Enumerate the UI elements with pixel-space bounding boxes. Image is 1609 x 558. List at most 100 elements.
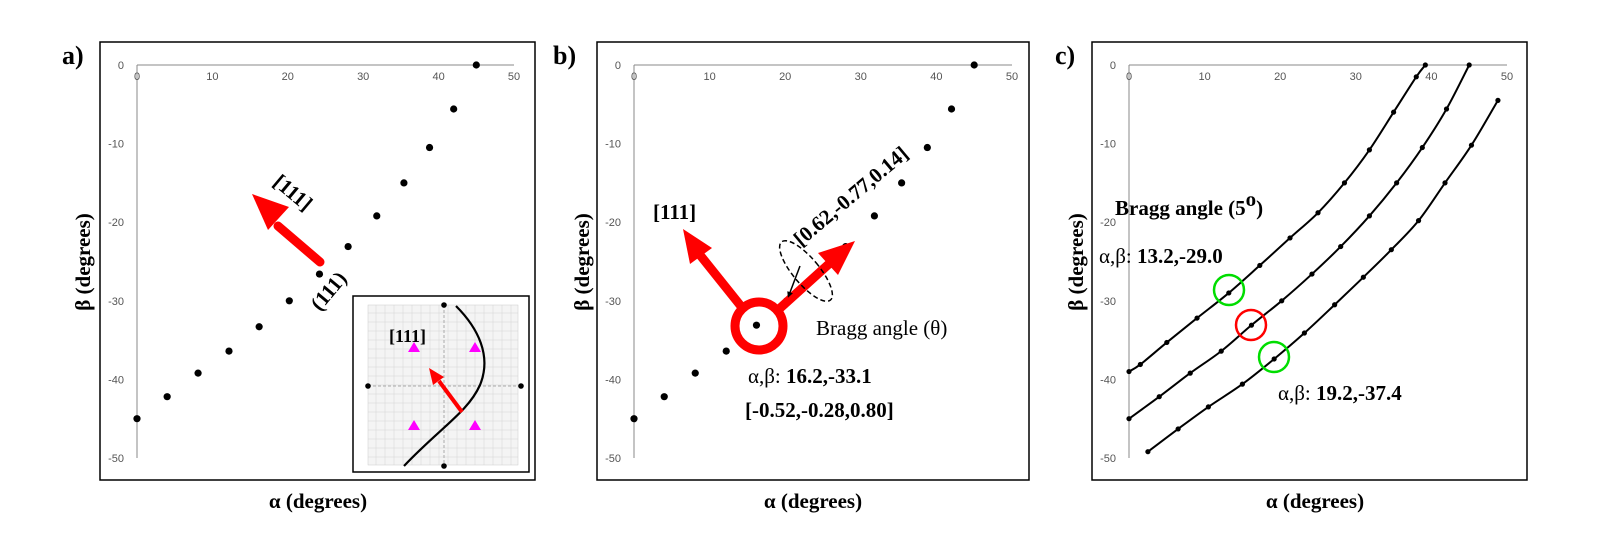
x-tick-label: 20 [779, 71, 791, 83]
y-tick-label: 0 [1110, 60, 1116, 72]
panel-b-point-readout: α,β: 16.2,-33.1 [748, 364, 872, 388]
data-point [1145, 449, 1150, 454]
y-tick-label: 0 [118, 60, 124, 72]
y-tick-label: 0 [615, 60, 621, 72]
panel-c-p1-value: 13.2,-29.0 [1137, 244, 1223, 268]
x-tick-label: 0 [134, 71, 140, 83]
x-tick-label: 10 [206, 71, 218, 83]
panel-b-y-label: β (degrees) [570, 213, 594, 311]
x-tick-label: 0 [1126, 71, 1132, 83]
data-point [1240, 382, 1245, 387]
inset-marker-left [365, 383, 371, 389]
y-tick-label: -50 [1100, 453, 1116, 465]
x-tick-label: 30 [357, 71, 369, 83]
x-tick-label: 50 [1501, 71, 1513, 83]
data-point [1138, 362, 1143, 367]
data-point [1194, 315, 1199, 320]
data-point [316, 270, 323, 277]
data-point [1391, 110, 1396, 115]
data-point [1444, 106, 1449, 111]
y-tick-label: -50 [605, 453, 621, 465]
data-point [1257, 263, 1262, 268]
data-point [1279, 298, 1284, 303]
data-point [373, 212, 380, 219]
panel-b-arrow1-label: [111] [653, 200, 696, 224]
data-point [400, 179, 407, 186]
inset-marker-right [518, 383, 524, 389]
data-point [1467, 62, 1472, 67]
data-point [1416, 218, 1421, 223]
data-point [1338, 244, 1343, 249]
panel-c-bragg-title: Bragg angle (5o) [1115, 187, 1263, 220]
data-point [948, 105, 955, 112]
inset-marker-bottom [441, 463, 447, 469]
data-point [924, 144, 931, 151]
panel-b-arrow2-label: [0.62,-0.77,0.14] [789, 141, 913, 250]
panel-c-p2-value: 19.2,-37.4 [1316, 381, 1402, 405]
panel-c-p2-prefix: α,β: [1278, 381, 1316, 405]
panel-a-plane-label: (111) [305, 267, 351, 316]
x-tick-label: 30 [855, 71, 867, 83]
data-point [1420, 145, 1425, 150]
data-point [661, 393, 668, 400]
y-tick-label: -30 [605, 296, 621, 308]
panel-b-point-value: 16.2,-33.1 [786, 364, 872, 388]
data-point [426, 144, 433, 151]
data-point [1176, 426, 1181, 431]
data-point [1367, 213, 1372, 218]
data-point [1495, 98, 1500, 103]
data-point [1469, 143, 1474, 148]
panel-a-label: a) [62, 41, 84, 70]
panel-c-p1-readout: α,β: 13.2,-29.0 [1099, 244, 1223, 268]
data-point [1226, 290, 1231, 295]
data-point [1442, 180, 1447, 185]
x-tick-label: 40 [432, 71, 444, 83]
x-tick-label: 10 [703, 71, 715, 83]
y-tick-label: -40 [108, 374, 124, 386]
data-point [1332, 302, 1337, 307]
data-point [1315, 210, 1320, 215]
data-point [473, 61, 480, 68]
y-tick-label: -20 [1100, 217, 1116, 229]
panel-c-p2-readout: α,β: 19.2,-37.4 [1278, 381, 1402, 405]
data-point [1206, 404, 1211, 409]
panel-a-y-label: β (degrees) [71, 213, 95, 311]
data-point [871, 212, 878, 219]
panel-b-point-prefix: α,β: [748, 364, 786, 388]
x-tick-label: 0 [631, 71, 637, 83]
panel-c-bragg-label: Bragg angle (5 [1115, 196, 1246, 220]
panel-c: c) 0 10 20 30 40 50 0 -10 -20 -30 -40 -50 α (degre… [1055, 41, 1527, 513]
panel-c-y-label: β (degrees) [1064, 213, 1088, 311]
data-point [225, 348, 232, 355]
data-point [1157, 394, 1162, 399]
y-tick-label: -30 [1100, 296, 1116, 308]
data-point [1309, 271, 1314, 276]
x-tick-label: 40 [1425, 71, 1437, 83]
panel-c-p1-prefix: α,β: [1099, 244, 1137, 268]
data-point [1361, 275, 1366, 280]
y-tick-label: -10 [108, 139, 124, 151]
data-point [1414, 74, 1419, 79]
y-tick-label: -10 [605, 139, 621, 151]
data-point [194, 370, 201, 377]
panel-b-arrow-111-shaft [700, 255, 744, 310]
data-point [1287, 235, 1292, 240]
panel-b-bragg-label: Bragg angle (θ) [816, 316, 947, 340]
x-tick-label: 40 [930, 71, 942, 83]
data-point [971, 61, 978, 68]
data-point [1164, 340, 1169, 345]
y-tick-label: -20 [605, 217, 621, 229]
y-tick-label: -20 [108, 217, 124, 229]
panel-b-label: b) [553, 41, 576, 70]
data-point [164, 393, 171, 400]
data-point [898, 179, 905, 186]
panel-b: b) 0 10 20 30 40 50 0-10-20-30-40-50 α (degre… [553, 41, 1029, 513]
data-point [133, 415, 140, 422]
x-tick-label: 50 [1006, 71, 1018, 83]
y-tick-label: -10 [1100, 139, 1116, 151]
inset-marker-top [441, 302, 447, 308]
x-tick-label: 20 [1274, 71, 1286, 83]
data-point [692, 370, 699, 377]
data-point [1423, 62, 1428, 67]
